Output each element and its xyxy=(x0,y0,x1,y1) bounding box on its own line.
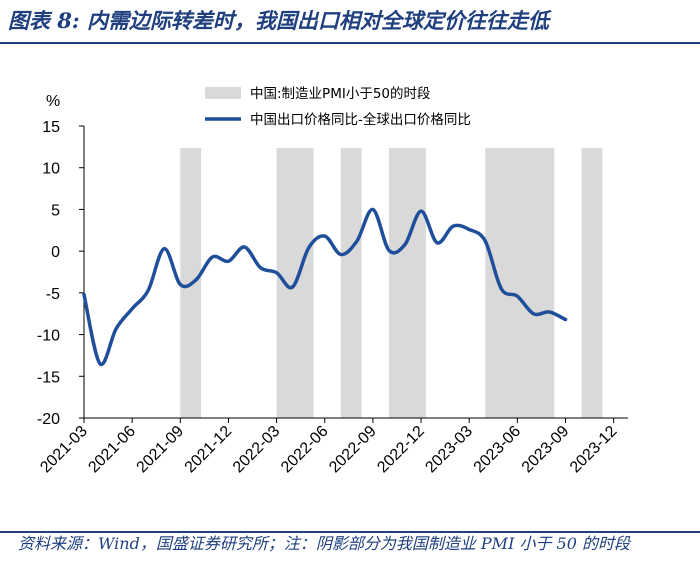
x-tick-label: 2021-06 xyxy=(85,423,139,477)
figure-title: 图表 8: 内需边际转差时，我国出口相对全球定价往往走低 xyxy=(8,8,549,33)
legend-label-shaded: 中国:制造业PMI小于50的时段 xyxy=(250,86,431,102)
x-tick-label: 2023-09 xyxy=(519,423,573,477)
x-tick-label: 2022-06 xyxy=(278,423,332,477)
footer-divider xyxy=(0,531,700,533)
y-tick-label: 15 xyxy=(42,119,60,136)
legend: 中国:制造业PMI小于50的时段 中国出口价格同比-全球出口价格同比 xyxy=(205,86,471,128)
shaded-period-5 xyxy=(581,148,603,418)
line-chart: % 15 10 5 0 -5 -10 -15 -20 2021-032021-062021-0… xyxy=(37,86,628,477)
legend-swatch-shaded xyxy=(205,87,241,99)
y-axis-unit: % xyxy=(46,93,60,110)
title-divider xyxy=(0,42,700,44)
y-tick-label: -20 xyxy=(37,411,60,428)
x-tick-label: 2021-12 xyxy=(182,423,236,477)
x-tick-label: 2022-12 xyxy=(374,423,428,477)
y-tick-label: 5 xyxy=(51,202,60,219)
x-tick-label: 2021-03 xyxy=(37,423,91,477)
shaded-period-3 xyxy=(388,148,426,418)
y-tick-label: 0 xyxy=(51,244,60,261)
y-ticks: 15 10 5 0 -5 -10 -15 -20 xyxy=(37,119,84,428)
shaded-period-2 xyxy=(340,148,362,418)
y-tick-label: -5 xyxy=(46,286,60,303)
x-tick-label: 2022-03 xyxy=(230,423,284,477)
x-tick-label: 2023-06 xyxy=(471,423,525,477)
x-tick-label: 2023-03 xyxy=(422,423,476,477)
series-lines xyxy=(82,207,568,367)
shaded-periods xyxy=(180,148,603,418)
series-line-0 xyxy=(82,207,568,367)
y-tick-label: -10 xyxy=(37,328,60,345)
y-tick-label: 10 xyxy=(42,161,60,178)
axes: % xyxy=(46,93,628,419)
x-ticks: 2021-032021-062021-092021-122022-032022-… xyxy=(37,418,621,477)
source-note: 资料来源：Wind，国盛证券研究所；注：阴影部分为我国制造业 PMI 小于 50… xyxy=(18,534,631,553)
x-tick-label: 2022-09 xyxy=(326,423,380,477)
shaded-period-4 xyxy=(485,148,555,418)
y-tick-label: -15 xyxy=(37,369,60,386)
legend-label-line: 中国出口价格同比-全球出口价格同比 xyxy=(250,111,471,128)
x-tick-label: 2021-09 xyxy=(134,423,188,477)
x-tick-label: 2023-12 xyxy=(567,423,621,477)
